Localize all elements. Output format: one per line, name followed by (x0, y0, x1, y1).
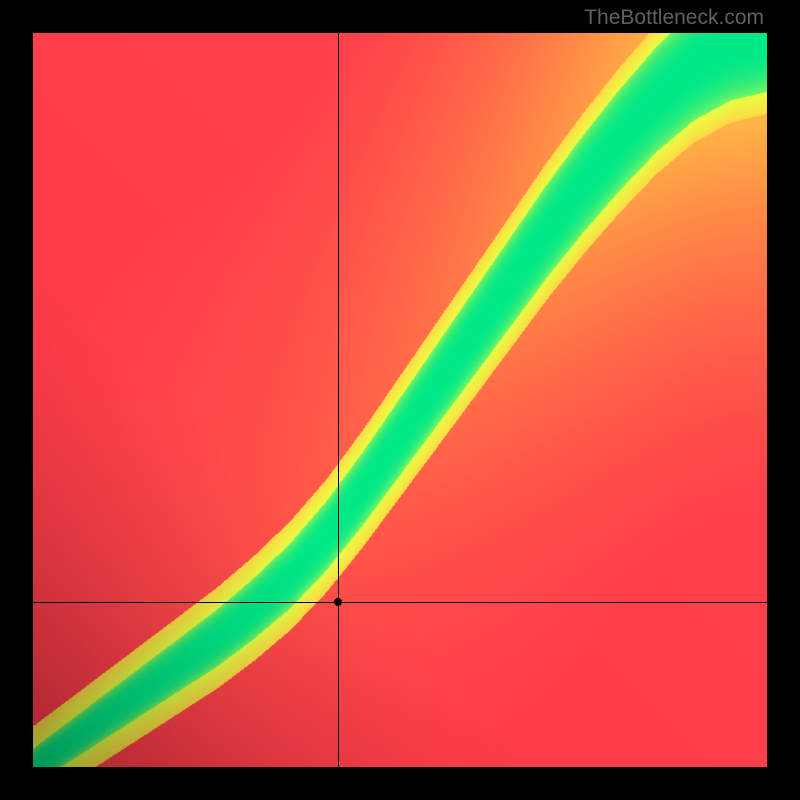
watermark-text: TheBottleneck.com (584, 6, 764, 30)
heatmap-canvas (33, 33, 767, 767)
plot-area (33, 33, 767, 767)
crosshair-marker (334, 598, 342, 606)
crosshair-vertical (338, 33, 339, 767)
chart-container: TheBottleneck.com (0, 0, 800, 800)
crosshair-horizontal (33, 602, 767, 603)
